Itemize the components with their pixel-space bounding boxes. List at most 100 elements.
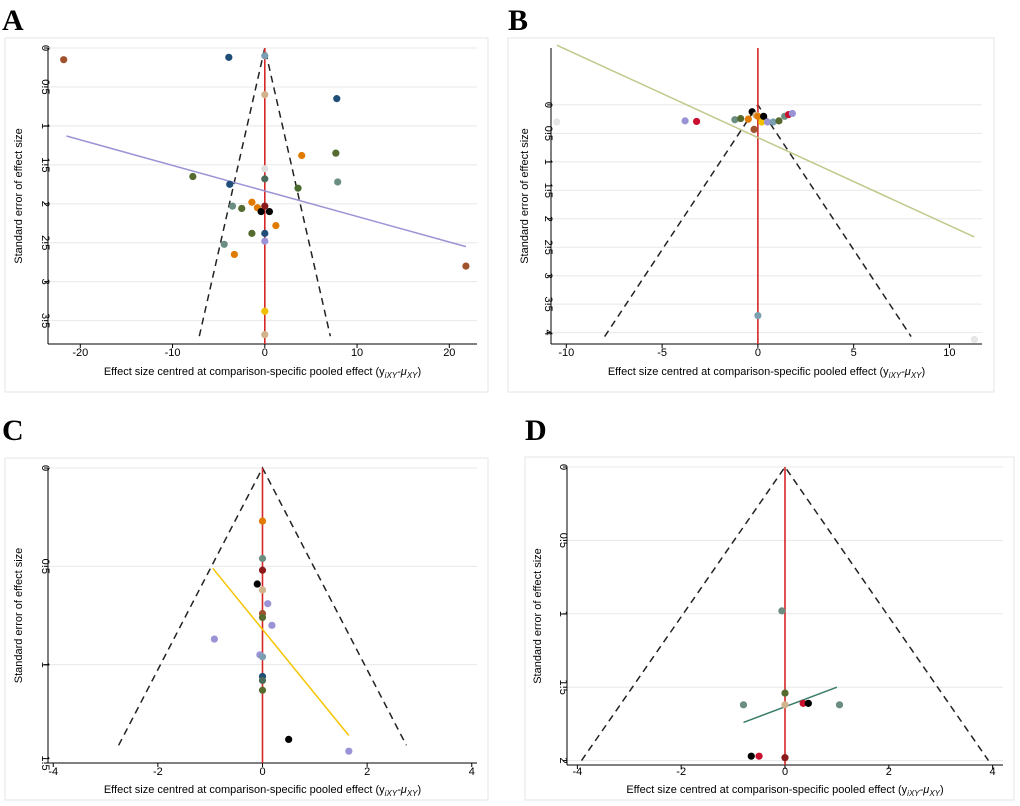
data-point <box>258 554 267 563</box>
y-axis-label: Standard error of effect size <box>13 548 25 684</box>
data-point <box>225 53 233 61</box>
x-tick-label: 5 <box>851 347 857 359</box>
y-tick-label: 0.5 <box>39 79 51 94</box>
y-tick-label: 0 <box>39 465 51 471</box>
x-tick-label: 2 <box>886 766 892 778</box>
data-point <box>750 125 758 133</box>
data-point <box>835 701 844 709</box>
panel-letter: C <box>2 414 24 447</box>
x-tick-label: -2 <box>676 766 686 778</box>
panel-frame <box>524 456 1015 801</box>
data-point <box>754 112 762 120</box>
data-point <box>755 752 763 760</box>
data-point <box>804 699 812 707</box>
data-point <box>226 180 234 188</box>
data-point <box>220 240 228 248</box>
data-point <box>189 172 197 181</box>
panel-a: A 0 0.5 1 1.5 2 2.5 3 3.5 -20 -10 0 10 20 Standard err… <box>2 4 489 393</box>
data-point <box>261 237 269 245</box>
x-tick-label: 0 <box>262 347 268 359</box>
data-point <box>334 178 342 186</box>
panel-frame <box>507 37 995 393</box>
x-tick-label: 0 <box>259 766 265 778</box>
y-tick-label: 3 <box>542 273 554 279</box>
y-tick-label: 2.5 <box>542 240 554 255</box>
data-point <box>261 202 269 210</box>
data-point <box>739 701 748 709</box>
data-point <box>332 149 340 157</box>
y-tick-label: 4 <box>542 330 554 336</box>
x-axis-label: Effect size centred at comparison-specif… <box>104 366 421 380</box>
data-point <box>272 222 280 230</box>
y-tick-label: 1.5 <box>39 157 51 172</box>
x-tick-label: 0 <box>782 766 788 778</box>
data-point <box>731 116 739 124</box>
y-tick-label: 2 <box>39 201 51 207</box>
data-point <box>261 91 269 99</box>
data-point <box>261 331 269 339</box>
data-point <box>799 699 807 707</box>
x-tick-label: -4 <box>572 766 582 778</box>
data-point <box>258 676 267 685</box>
data-point <box>763 118 772 126</box>
data-point <box>258 566 267 574</box>
data-point <box>60 56 68 64</box>
data-point <box>258 653 267 661</box>
data-point <box>261 229 269 237</box>
y-tick-label: 1 <box>557 611 569 617</box>
panel-b: B 0 0.5 1 1.5 2 2.5 3 3.5 4 -10 -5 0 5 10 Standard erro… <box>507 4 995 393</box>
data-point <box>285 735 293 744</box>
data-point <box>781 701 789 709</box>
y-tick-label: 2 <box>557 758 569 764</box>
data-point <box>758 118 766 126</box>
data-point <box>778 607 786 615</box>
y-tick-label: 0.5 <box>557 533 569 548</box>
data-point <box>238 204 246 213</box>
data-point <box>345 747 353 755</box>
panel-letter: A <box>2 4 24 37</box>
y-tick-label: 0 <box>39 45 51 51</box>
y-axis-label: Standard error of effect size <box>13 128 25 264</box>
data-point <box>781 689 789 697</box>
y-tick-label: 1.5 <box>542 183 554 198</box>
data-point <box>230 250 238 259</box>
data-point <box>248 198 256 206</box>
data-point <box>462 262 470 270</box>
data-point <box>261 307 269 315</box>
y-tick-label: 3.5 <box>39 313 51 328</box>
data-point <box>228 202 237 210</box>
y-tick-label: 1.5 <box>39 755 51 770</box>
y-axis-label: Standard error of effect size <box>532 548 544 684</box>
data-point <box>265 207 274 216</box>
data-point <box>268 621 276 629</box>
x-tick-label: 4 <box>990 766 996 778</box>
y-tick-label: 3 <box>39 279 51 285</box>
data-point <box>264 600 272 608</box>
y-tick-label: 2 <box>542 216 554 222</box>
x-tick-label: -2 <box>153 766 163 778</box>
data-point <box>258 517 267 525</box>
y-tick-label: 1 <box>39 123 51 129</box>
data-point <box>775 117 783 125</box>
y-tick-label: 0.5 <box>39 559 51 574</box>
y-tick-label: 1 <box>39 662 51 668</box>
regression-line <box>556 44 975 238</box>
x-tick-label: -5 <box>657 347 667 359</box>
data-point <box>248 229 256 237</box>
data-point <box>298 151 306 160</box>
data-point <box>253 580 261 588</box>
y-tick-label: 0.5 <box>542 126 554 141</box>
data-point <box>970 335 978 344</box>
data-point <box>258 686 267 694</box>
y-tick-label: 3.5 <box>542 297 554 312</box>
data-point <box>553 118 561 126</box>
x-tick-label: 20 <box>443 347 455 359</box>
data-point <box>760 112 768 120</box>
data-point <box>681 117 689 125</box>
data-point <box>737 114 745 123</box>
x-axis-label: Effect size centred at comparison-specif… <box>104 784 421 798</box>
panel-frame <box>4 457 489 801</box>
panel-frame <box>4 37 489 393</box>
x-tick-label: -20 <box>72 347 88 359</box>
